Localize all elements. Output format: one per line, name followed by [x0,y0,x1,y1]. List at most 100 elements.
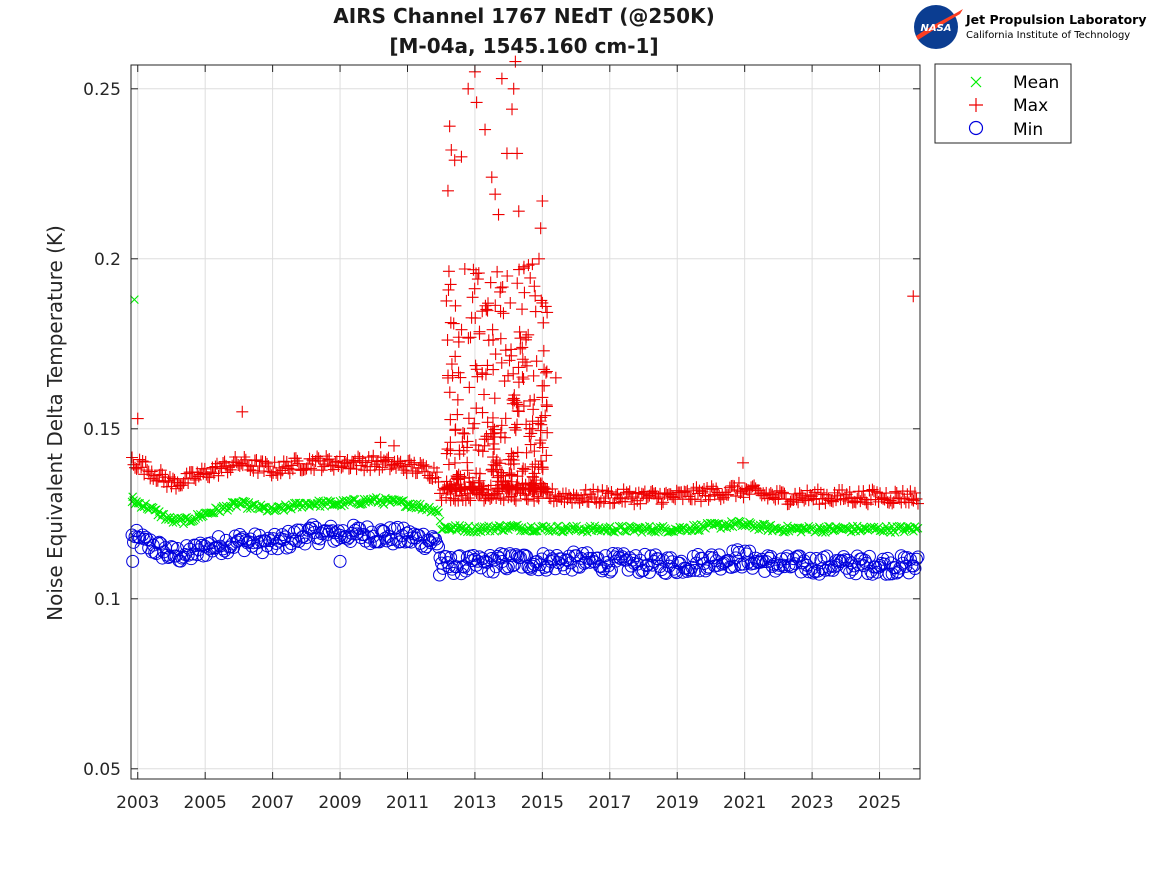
data-point-max [605,485,618,498]
data-point-max [370,458,383,471]
x-tick-label: 2009 [318,793,361,813]
data-point-max [875,491,888,504]
data-point-max [591,485,604,498]
data-point-max [740,483,753,496]
data-point-max [355,459,368,472]
data-point-max [538,363,551,376]
data-point-max [600,484,613,497]
data-point-max [787,493,800,506]
data-point-max [494,332,507,345]
data-point-min [442,560,456,574]
data-point-min [872,560,886,574]
legend-markers [968,76,984,136]
data-point-max [661,488,674,501]
data-point-min [727,559,741,573]
data-point-min [888,561,902,575]
data-point-max [478,388,491,401]
data-point-max [488,443,501,456]
data-point-max [273,461,286,474]
data-point-mean [646,526,656,535]
data-point-max [528,445,541,458]
data-point-max [168,473,181,486]
data-point-max [526,258,539,271]
data-point-max [539,409,552,422]
data-point-max [476,305,489,318]
data-point-max [434,487,447,500]
data-point-max [657,496,670,509]
data-point-max [474,480,487,493]
data-point-max [499,344,512,357]
data-point-max [449,299,462,312]
data-point-max [536,441,549,454]
data-point-max [426,472,439,485]
logo-line2: California Institute of Technology [966,30,1130,41]
data-point-max [441,184,454,197]
data-point-max [386,458,399,471]
data-point-max [511,418,524,431]
data-point-max [452,335,465,348]
data-point-max [470,96,483,109]
data-point-max [495,356,508,369]
data-point-min [793,549,807,563]
data-point-min [265,541,279,555]
data-point-max [507,367,520,380]
data-point-max [505,453,518,466]
data-point-max [135,461,148,474]
data-point-min [374,523,388,537]
data-point-max [406,465,419,478]
data-point-max [347,456,360,469]
data-point-max [482,297,495,310]
data-point-min [733,557,747,571]
data-point-max [511,446,524,459]
data-point-max [441,334,454,347]
data-point-max [456,436,469,449]
data-point-max [330,455,343,468]
legend-marker-max [969,98,983,112]
data-point-max [512,361,525,374]
data-point-max [469,439,482,452]
data-point-max [539,366,552,379]
data-point-mean [444,524,454,534]
data-point-max [536,195,549,207]
data-point-max [462,412,475,425]
data-point-max [536,391,549,404]
data-point-max [537,480,550,493]
chart-title-line1: AIRS Channel 1767 NEdT (@250K) [333,4,714,28]
data-point-max [491,471,504,484]
data-point-max [640,492,653,505]
data-point-max [860,496,873,509]
data-point-max [494,431,507,444]
data-point-max [819,497,832,510]
data-point-max [901,488,914,501]
data-point-max [813,498,826,511]
data-point-max [466,291,479,304]
data-point-min [604,563,618,577]
data-point-max [314,454,327,467]
data-point-min [692,564,706,578]
data-point-max [282,462,295,475]
data-point-min [483,548,497,562]
data-point-max [367,449,380,462]
data-point-max [524,271,537,284]
nasa-emblem-text: NASA [920,23,951,34]
data-point-mean [469,527,478,537]
data-point-max [471,273,484,286]
data-point-max [523,481,536,494]
data-point-min [906,559,920,573]
data-point-max [456,426,469,439]
data-point-max [537,344,550,357]
data-point-max [365,454,378,467]
data-point-max [508,493,521,506]
data-point-max [670,484,683,497]
data-point-max [646,485,659,498]
data-point-max [188,472,201,485]
data-point-max [509,494,522,507]
data-point-max [907,494,920,507]
data-point-max [497,494,510,507]
data-point-max [861,498,874,511]
data-point-max [221,466,234,479]
axis-ticks: 2003 2005 2007 2009 2011 2013 2015 2017 2019 2021… [83,65,920,813]
data-point-mean [899,527,909,537]
data-point-max [317,460,330,473]
data-point-min [706,551,720,565]
